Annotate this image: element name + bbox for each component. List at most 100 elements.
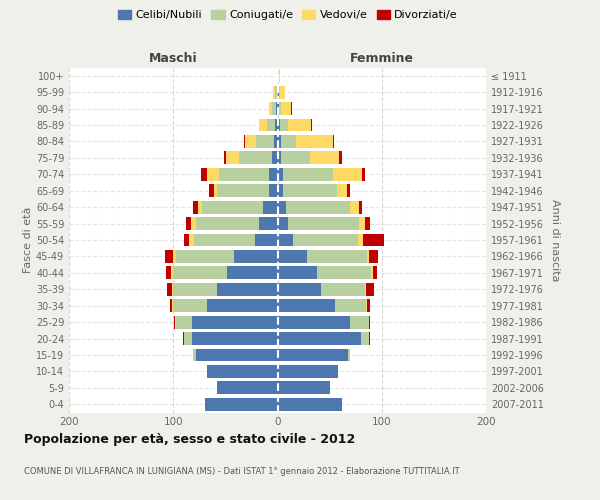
Bar — [277, 152, 281, 164]
Bar — [259, 118, 267, 132]
Bar — [277, 283, 321, 296]
Bar — [217, 283, 277, 296]
Bar — [269, 168, 277, 180]
Bar — [189, 234, 194, 246]
Bar — [369, 250, 377, 263]
Bar — [277, 300, 335, 312]
Bar — [317, 266, 371, 280]
Bar — [205, 398, 277, 410]
Bar — [184, 332, 192, 345]
Text: Femmine: Femmine — [350, 52, 414, 65]
Bar — [365, 217, 370, 230]
Bar — [358, 234, 363, 246]
Bar — [192, 332, 277, 345]
Bar — [227, 266, 277, 280]
Bar — [239, 152, 272, 164]
Bar — [291, 102, 292, 115]
Bar — [277, 332, 361, 345]
Bar — [359, 217, 365, 230]
Bar — [256, 135, 274, 148]
Bar — [366, 300, 367, 312]
Bar — [350, 316, 369, 328]
Bar — [350, 200, 359, 213]
Bar — [277, 70, 280, 82]
Bar — [206, 365, 277, 378]
Bar — [217, 382, 277, 394]
Bar — [277, 200, 286, 213]
Bar — [245, 135, 256, 148]
Bar — [167, 283, 172, 296]
Text: COMUNE DI VILLAFRANCA IN LUNIGIANA (MS) - Dati ISTAT 1° gennaio 2012 - Elaborazi: COMUNE DI VILLAFRANCA IN LUNIGIANA (MS) … — [24, 468, 460, 476]
Bar — [283, 184, 337, 197]
Bar — [226, 152, 239, 164]
Bar — [182, 332, 184, 345]
Bar — [277, 398, 342, 410]
Bar — [363, 234, 384, 246]
Bar — [359, 200, 362, 213]
Bar — [191, 217, 196, 230]
Bar — [173, 250, 176, 263]
Bar — [224, 152, 226, 164]
Bar — [173, 300, 206, 312]
Bar — [263, 200, 277, 213]
Bar — [277, 135, 281, 148]
Bar — [174, 316, 175, 328]
Bar — [277, 217, 288, 230]
Bar — [283, 168, 333, 180]
Bar — [202, 200, 263, 213]
Bar — [214, 184, 217, 197]
Bar — [269, 102, 272, 115]
Bar — [206, 168, 219, 180]
Bar — [193, 200, 198, 213]
Bar — [307, 250, 367, 263]
Bar — [321, 283, 365, 296]
Bar — [165, 250, 173, 263]
Text: Maschi: Maschi — [149, 52, 197, 65]
Bar — [196, 348, 277, 362]
Bar — [176, 316, 192, 328]
Bar — [281, 135, 296, 148]
Bar — [335, 300, 366, 312]
Bar — [234, 250, 277, 263]
Bar — [281, 152, 310, 164]
Bar — [172, 300, 173, 312]
Bar — [278, 86, 280, 98]
Bar — [277, 348, 349, 362]
Bar — [277, 266, 317, 280]
Bar — [286, 200, 350, 213]
Y-axis label: Anni di nascita: Anni di nascita — [550, 198, 560, 281]
Bar — [170, 300, 172, 312]
Bar — [277, 316, 350, 328]
Bar — [333, 168, 362, 180]
Bar — [293, 234, 358, 246]
Bar — [196, 217, 259, 230]
Bar — [206, 300, 277, 312]
Bar — [254, 234, 277, 246]
Bar — [272, 152, 277, 164]
Bar — [277, 86, 278, 98]
Bar — [349, 348, 350, 362]
Bar — [274, 86, 275, 98]
Bar — [173, 266, 227, 280]
Bar — [277, 382, 329, 394]
Bar — [244, 135, 245, 148]
Bar — [310, 152, 339, 164]
Bar — [373, 266, 377, 280]
Bar — [175, 316, 176, 328]
Bar — [288, 217, 359, 230]
Legend: Celibi/Nubili, Coniugati/e, Vedovi/e, Divorziati/e: Celibi/Nubili, Coniugati/e, Vedovi/e, Di… — [113, 6, 463, 25]
Bar — [281, 102, 291, 115]
Bar — [186, 217, 191, 230]
Bar — [274, 135, 277, 148]
Text: Popolazione per età, sesso e stato civile - 2012: Popolazione per età, sesso e stato civil… — [24, 432, 355, 446]
Bar — [277, 118, 280, 132]
Bar — [275, 118, 277, 132]
Bar — [337, 184, 347, 197]
Bar — [362, 168, 365, 180]
Bar — [272, 102, 277, 115]
Bar — [219, 168, 269, 180]
Y-axis label: Fasce di età: Fasce di età — [23, 207, 33, 273]
Bar — [209, 184, 214, 197]
Bar — [269, 184, 277, 197]
Bar — [277, 234, 293, 246]
